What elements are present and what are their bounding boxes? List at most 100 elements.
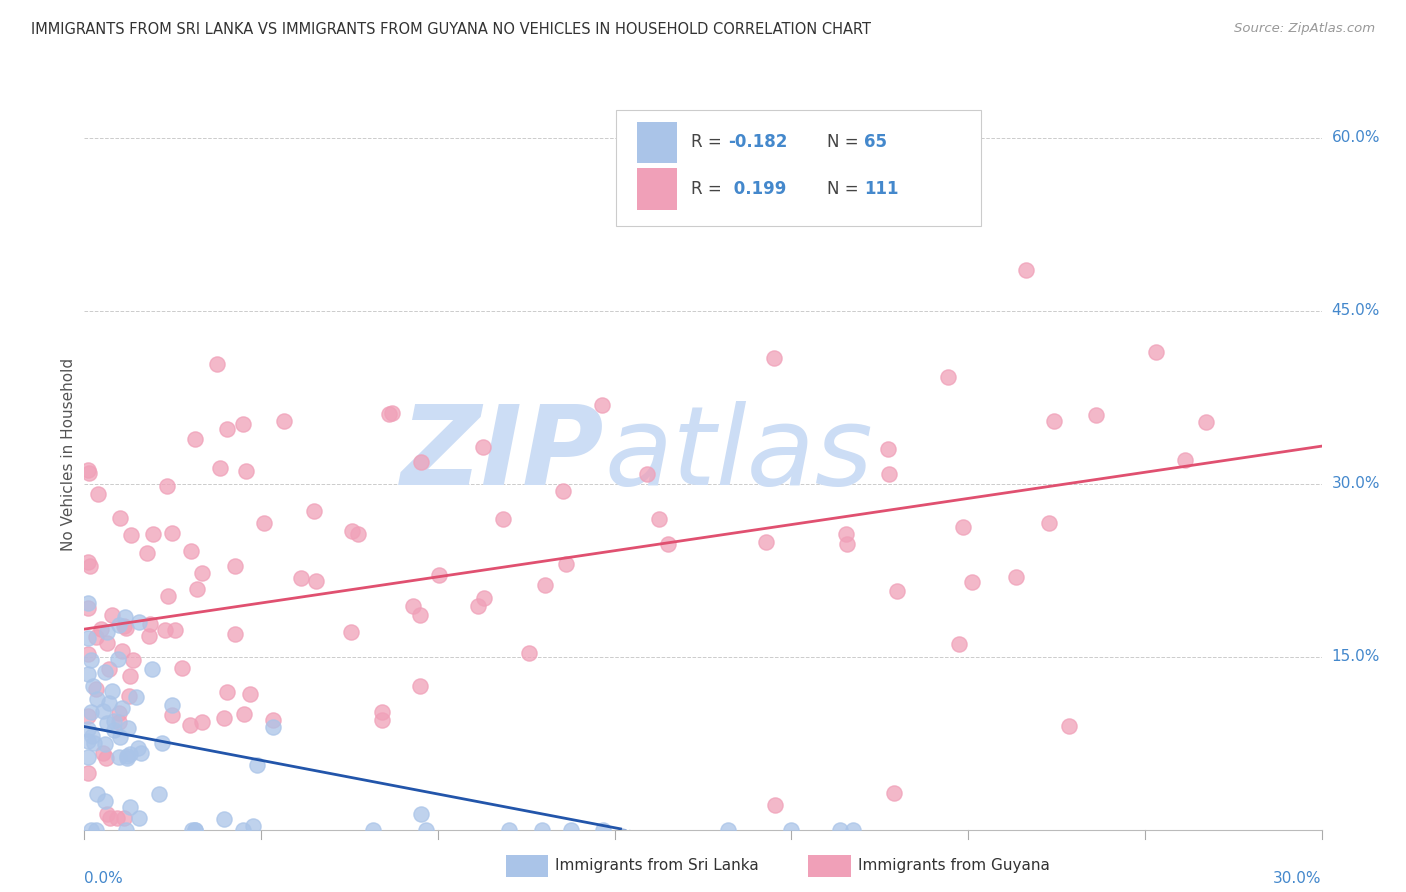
Text: 30.0%: 30.0%: [1331, 476, 1381, 491]
Point: [91, 746, 114, 760]
Point: [212, 711, 235, 725]
Point: [90, 623, 112, 637]
Point: [657, 537, 679, 551]
Point: [217, 685, 239, 699]
Point: [150, 736, 173, 750]
Point: [93, 737, 115, 751]
Point: [79, 822, 101, 837]
Text: 0.199: 0.199: [728, 180, 786, 198]
Point: [779, 822, 801, 837]
Point: [115, 748, 138, 763]
Point: [409, 679, 432, 693]
Point: [108, 730, 131, 744]
FancyBboxPatch shape: [637, 169, 678, 210]
Point: [409, 455, 432, 469]
Point: [117, 751, 139, 765]
Point: [94, 665, 117, 680]
Point: [1059, 719, 1081, 733]
Point: [180, 822, 202, 837]
Point: [111, 644, 134, 658]
Point: [877, 467, 900, 481]
Point: [886, 584, 908, 599]
Point: [108, 714, 131, 729]
Text: Source: ZipAtlas.com: Source: ZipAtlas.com: [1234, 22, 1375, 36]
Point: [763, 797, 786, 812]
Point: [208, 460, 231, 475]
Point: [212, 812, 235, 826]
Point: [86, 692, 108, 706]
Point: [77, 555, 100, 569]
Point: [128, 615, 150, 629]
Point: [339, 625, 361, 640]
Point: [492, 511, 515, 525]
Point: [153, 623, 176, 637]
Point: [232, 417, 254, 431]
Point: [112, 618, 135, 632]
Point: [79, 559, 101, 574]
Point: [96, 806, 118, 821]
Text: 65: 65: [863, 134, 887, 152]
Point: [77, 766, 100, 780]
Point: [205, 357, 228, 371]
Point: [411, 807, 433, 822]
Point: [936, 370, 959, 384]
Point: [948, 637, 970, 651]
Point: [262, 720, 284, 734]
Point: [103, 723, 125, 737]
Point: [122, 653, 145, 667]
Point: [114, 610, 136, 624]
Point: [215, 422, 238, 436]
Text: N =: N =: [827, 134, 863, 152]
Point: [531, 822, 554, 837]
Point: [94, 751, 117, 765]
Point: [115, 621, 138, 635]
Point: [1005, 569, 1028, 583]
Point: [180, 544, 202, 558]
Point: [156, 478, 179, 492]
Point: [87, 487, 110, 501]
Point: [555, 557, 578, 571]
Point: [1038, 516, 1060, 531]
Point: [305, 574, 328, 588]
Point: [80, 729, 103, 743]
Text: ZIP: ZIP: [401, 401, 605, 508]
Text: 0.0%: 0.0%: [84, 871, 124, 886]
Point: [83, 736, 105, 750]
Point: [517, 647, 540, 661]
Point: [551, 483, 574, 498]
Point: [129, 746, 152, 760]
Point: [273, 414, 295, 428]
Point: [77, 597, 100, 611]
Point: [141, 662, 163, 676]
Text: R =: R =: [690, 134, 727, 152]
Point: [84, 822, 107, 837]
Point: [183, 822, 205, 837]
Point: [1195, 415, 1218, 429]
Point: [190, 715, 212, 730]
Y-axis label: No Vehicles in Household: No Vehicles in Household: [60, 359, 76, 551]
Point: [1174, 453, 1197, 467]
Point: [235, 464, 257, 478]
Point: [242, 819, 264, 833]
Point: [80, 653, 103, 667]
Point: [648, 512, 671, 526]
Point: [118, 800, 141, 814]
Point: [118, 689, 141, 703]
Point: [472, 591, 495, 606]
Point: [340, 524, 363, 539]
Point: [118, 669, 141, 683]
Text: IMMIGRANTS FROM SRI LANKA VS IMMIGRANTS FROM GUYANA NO VEHICLES IN HOUSEHOLD COR: IMMIGRANTS FROM SRI LANKA VS IMMIGRANTS …: [31, 22, 870, 37]
Point: [347, 527, 370, 541]
Point: [103, 714, 125, 728]
Point: [179, 718, 201, 732]
Point: [79, 466, 101, 480]
Point: [157, 590, 180, 604]
Point: [183, 822, 205, 837]
Point: [591, 398, 613, 412]
Point: [101, 608, 124, 623]
Text: Immigrants from Guyana: Immigrants from Guyana: [858, 858, 1049, 872]
Text: 15.0%: 15.0%: [1331, 649, 1379, 665]
Point: [952, 520, 974, 534]
Point: [1015, 263, 1038, 277]
Point: [118, 747, 141, 761]
